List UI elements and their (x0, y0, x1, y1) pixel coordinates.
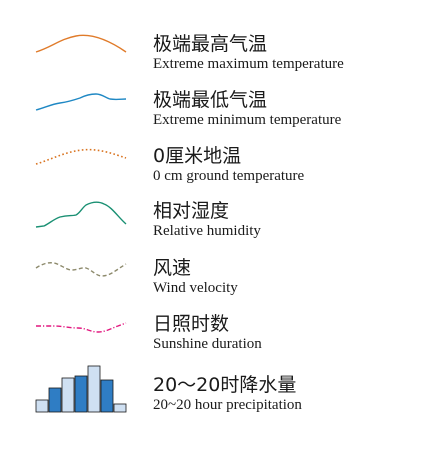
precip-bar (113, 403, 127, 413)
legend-label-zh: 极端最高气温 (153, 33, 268, 55)
legend-label-ground-temp: 0厘米地温 0 cm ground temperature (153, 145, 304, 185)
precip-bar (48, 387, 62, 413)
precip-bar (74, 375, 88, 413)
legend-label-en: Extreme minimum temperature (153, 112, 342, 128)
legend-label-en: 0 cm ground temperature (153, 168, 305, 184)
precip-bar (35, 399, 49, 413)
legend-label-min-temp: 极端最低气温 Extreme minimum temperature (153, 89, 341, 129)
legend-label-zh: 0厘米地温 (153, 145, 242, 167)
legend-label-humidity: 相对湿度 Relative humidity (153, 200, 261, 240)
blue-solid-curve-icon (30, 82, 130, 122)
legend-label-zh: 日照时数 (153, 313, 230, 335)
legend-label-en: 20~20 hour precipitation (153, 397, 302, 413)
legend-label-sunshine: 日照时数 Sunshine duration (153, 313, 262, 353)
green-solid-curve-icon (30, 193, 130, 233)
magenta-dashdot-curve-icon (30, 306, 130, 346)
precip-bar (87, 365, 101, 413)
legend-label-en: Sunshine duration (153, 336, 262, 352)
legend-label-zh: 风速 (153, 257, 192, 279)
legend-label-zh: 20～20时降水量 (153, 374, 297, 396)
legend-label-zh: 极端最低气温 (153, 89, 268, 111)
legend-label-precipitation: 20～20时降水量 20~20 hour precipitation (153, 374, 302, 414)
precip-bar (100, 379, 114, 413)
precipitation-bars-icon (30, 362, 130, 414)
legend-label-wind: 风速 Wind velocity (153, 257, 238, 297)
orange-solid-curve-icon (30, 27, 130, 67)
legend-label-max-temp: 极端最高气温 Extreme maximum temperature (153, 33, 344, 73)
precip-bar (61, 377, 75, 413)
legend-label-en: Relative humidity (153, 223, 261, 239)
olive-dashed-curve-icon (30, 250, 130, 290)
legend-label-zh: 相对湿度 (153, 200, 230, 222)
orange-dotted-curve-icon (30, 138, 130, 178)
legend-label-en: Extreme maximum temperature (153, 56, 344, 72)
legend-label-en: Wind velocity (153, 280, 238, 296)
